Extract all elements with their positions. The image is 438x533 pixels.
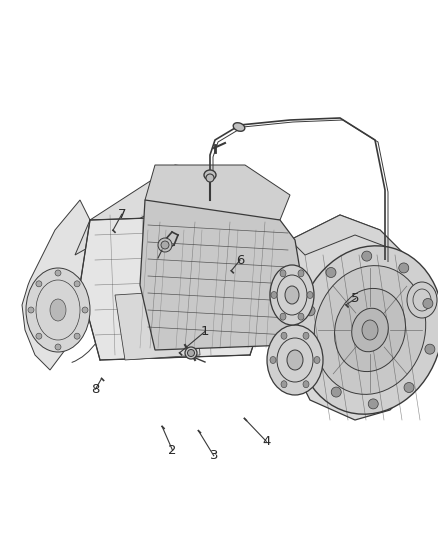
Ellipse shape: [204, 170, 216, 180]
Ellipse shape: [362, 320, 378, 340]
Text: 7: 7: [117, 208, 126, 221]
Ellipse shape: [270, 265, 314, 325]
Ellipse shape: [28, 307, 34, 313]
Ellipse shape: [281, 381, 287, 387]
Text: 6: 6: [236, 254, 244, 266]
Ellipse shape: [271, 292, 277, 298]
Polygon shape: [115, 290, 200, 360]
Ellipse shape: [331, 387, 341, 397]
Text: 3: 3: [209, 449, 218, 462]
Ellipse shape: [36, 281, 42, 287]
Ellipse shape: [423, 298, 433, 309]
Ellipse shape: [307, 352, 317, 361]
Polygon shape: [290, 215, 415, 265]
Ellipse shape: [368, 399, 378, 409]
Ellipse shape: [158, 238, 172, 252]
Ellipse shape: [362, 251, 372, 261]
Ellipse shape: [297, 246, 438, 414]
Text: 4: 4: [262, 435, 271, 448]
Ellipse shape: [74, 281, 80, 287]
Ellipse shape: [287, 350, 303, 370]
Ellipse shape: [425, 344, 435, 354]
Ellipse shape: [206, 174, 214, 182]
Ellipse shape: [280, 270, 286, 277]
Ellipse shape: [267, 325, 323, 395]
Polygon shape: [80, 215, 265, 360]
Ellipse shape: [298, 313, 304, 320]
Ellipse shape: [307, 292, 313, 298]
Ellipse shape: [55, 344, 61, 350]
Ellipse shape: [185, 347, 197, 359]
Ellipse shape: [50, 299, 66, 321]
Polygon shape: [140, 200, 305, 350]
Text: 1: 1: [201, 325, 209, 338]
Ellipse shape: [187, 350, 194, 357]
Ellipse shape: [314, 357, 320, 364]
Text: 8: 8: [91, 383, 100, 395]
Ellipse shape: [270, 357, 276, 364]
Polygon shape: [22, 200, 90, 370]
Polygon shape: [285, 215, 425, 420]
Ellipse shape: [285, 286, 299, 304]
Ellipse shape: [404, 383, 414, 392]
Ellipse shape: [74, 333, 80, 339]
Text: 2: 2: [168, 444, 177, 457]
Ellipse shape: [335, 288, 406, 372]
Ellipse shape: [26, 268, 90, 352]
Ellipse shape: [161, 241, 169, 249]
Polygon shape: [75, 165, 260, 255]
Ellipse shape: [352, 308, 389, 352]
Ellipse shape: [82, 307, 88, 313]
Ellipse shape: [305, 306, 315, 316]
Ellipse shape: [298, 270, 304, 277]
Ellipse shape: [36, 333, 42, 339]
Text: 5: 5: [351, 292, 360, 305]
Ellipse shape: [233, 123, 245, 131]
Ellipse shape: [55, 270, 61, 276]
Ellipse shape: [281, 332, 287, 339]
Ellipse shape: [326, 268, 336, 278]
Ellipse shape: [314, 265, 426, 394]
Ellipse shape: [280, 313, 286, 320]
Ellipse shape: [303, 332, 309, 339]
Polygon shape: [145, 165, 290, 220]
Ellipse shape: [407, 282, 437, 318]
Ellipse shape: [399, 263, 409, 273]
Ellipse shape: [303, 381, 309, 387]
